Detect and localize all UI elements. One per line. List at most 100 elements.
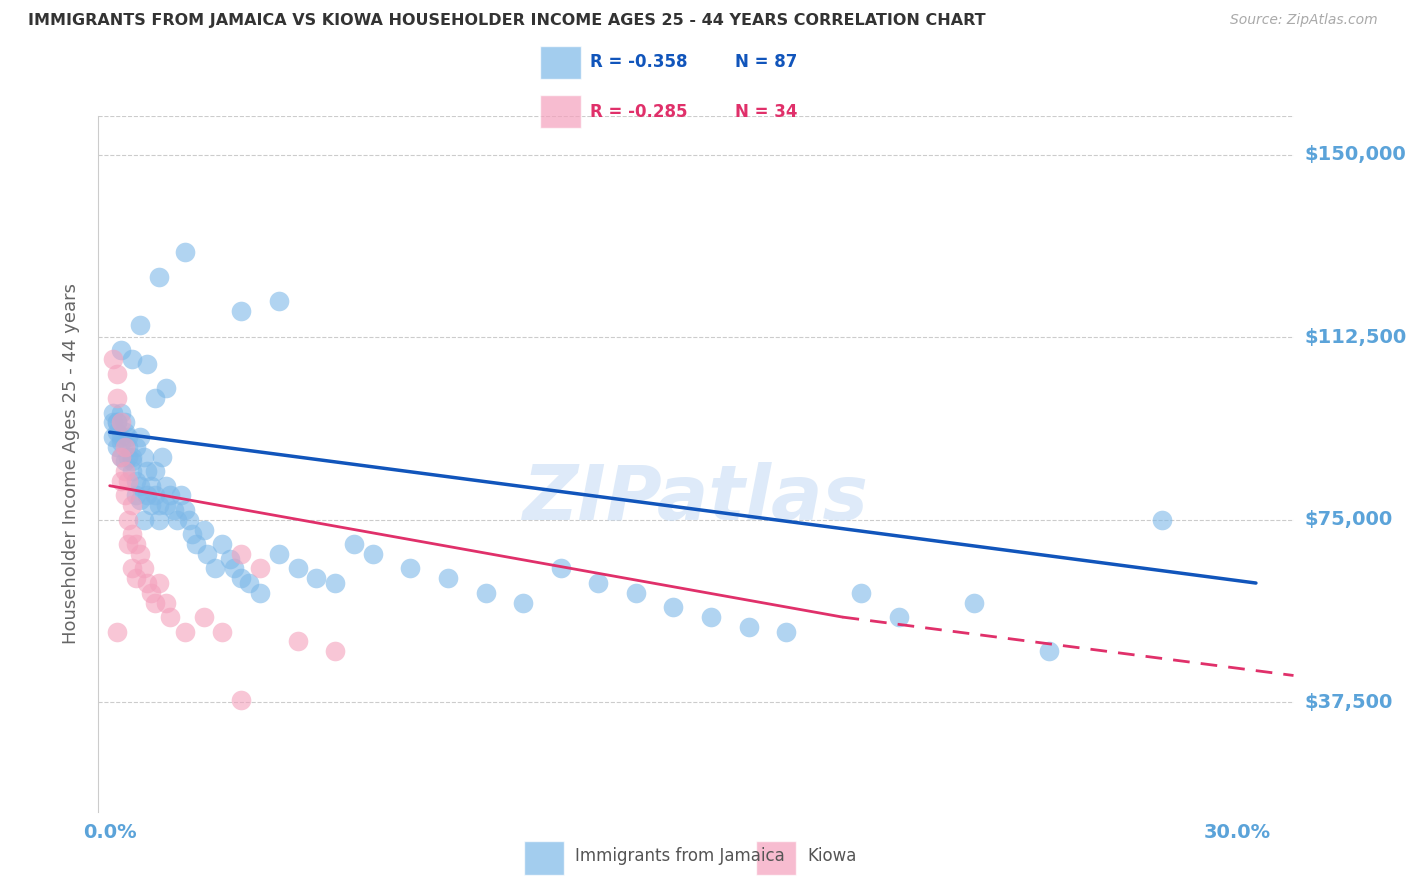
Point bbox=[132, 513, 155, 527]
Point bbox=[1150, 513, 1173, 527]
Point bbox=[700, 610, 723, 624]
Point bbox=[222, 561, 245, 575]
Point bbox=[148, 576, 170, 591]
Point bbox=[125, 440, 148, 454]
Point bbox=[136, 488, 159, 502]
Bar bbox=[540, 45, 581, 78]
Point bbox=[128, 493, 150, 508]
Bar bbox=[540, 95, 581, 128]
Point bbox=[155, 498, 177, 512]
Point bbox=[114, 425, 136, 440]
Bar bbox=[524, 840, 564, 875]
Point bbox=[211, 624, 233, 639]
Point bbox=[121, 450, 143, 464]
Point bbox=[184, 537, 207, 551]
Point bbox=[204, 561, 226, 575]
Point bbox=[155, 595, 177, 609]
Y-axis label: Householder Income Ages 25 - 44 years: Householder Income Ages 25 - 44 years bbox=[62, 284, 80, 644]
Point bbox=[105, 440, 128, 454]
Point bbox=[117, 440, 139, 454]
Point bbox=[132, 561, 155, 575]
Point bbox=[143, 595, 166, 609]
Point bbox=[148, 498, 170, 512]
Text: $37,500: $37,500 bbox=[1305, 693, 1393, 712]
Point bbox=[150, 450, 173, 464]
Point bbox=[238, 576, 260, 591]
Point bbox=[136, 576, 159, 591]
Point bbox=[105, 416, 128, 430]
Point bbox=[121, 498, 143, 512]
Point bbox=[162, 503, 184, 517]
Point bbox=[173, 624, 195, 639]
Point bbox=[121, 561, 143, 575]
Point bbox=[132, 450, 155, 464]
Point bbox=[155, 381, 177, 395]
Point bbox=[136, 357, 159, 371]
Point bbox=[117, 513, 139, 527]
Point bbox=[121, 464, 143, 478]
Point bbox=[624, 586, 647, 600]
Point bbox=[166, 513, 188, 527]
Point bbox=[267, 547, 290, 561]
Point bbox=[125, 474, 148, 488]
Point bbox=[139, 586, 162, 600]
Point bbox=[512, 595, 534, 609]
Point bbox=[105, 416, 128, 430]
Point bbox=[105, 624, 128, 639]
Text: $150,000: $150,000 bbox=[1305, 145, 1406, 164]
Point bbox=[159, 488, 181, 502]
Point bbox=[159, 610, 181, 624]
Point bbox=[103, 430, 125, 444]
Point bbox=[249, 561, 271, 575]
Point bbox=[125, 488, 148, 502]
Point bbox=[143, 488, 166, 502]
Point bbox=[231, 693, 253, 707]
Point bbox=[128, 430, 150, 444]
Point bbox=[148, 269, 170, 284]
Point bbox=[170, 488, 193, 502]
Text: $75,000: $75,000 bbox=[1305, 510, 1393, 529]
Point bbox=[437, 571, 460, 585]
Point bbox=[105, 367, 128, 381]
Point bbox=[110, 434, 132, 449]
Point bbox=[121, 527, 143, 541]
Point bbox=[399, 561, 422, 575]
Point bbox=[143, 464, 166, 478]
Point bbox=[361, 547, 384, 561]
Point bbox=[103, 416, 125, 430]
Point bbox=[148, 513, 170, 527]
Point bbox=[114, 416, 136, 430]
Point bbox=[173, 503, 195, 517]
Point bbox=[125, 537, 148, 551]
Point bbox=[287, 634, 309, 648]
Point bbox=[173, 245, 195, 260]
Point bbox=[287, 561, 309, 575]
Point bbox=[139, 498, 162, 512]
Point bbox=[121, 352, 143, 367]
Text: Immigrants from Jamaica: Immigrants from Jamaica bbox=[575, 847, 785, 865]
Point bbox=[110, 474, 132, 488]
Point bbox=[110, 343, 132, 357]
Point bbox=[211, 537, 233, 551]
Point bbox=[117, 537, 139, 551]
Text: N = 34: N = 34 bbox=[735, 103, 797, 120]
Point bbox=[963, 595, 986, 609]
Point bbox=[474, 586, 496, 600]
Point bbox=[1038, 644, 1060, 658]
Point bbox=[114, 440, 136, 454]
Point bbox=[550, 561, 572, 575]
Point bbox=[128, 547, 150, 561]
Point bbox=[103, 352, 125, 367]
Point bbox=[343, 537, 366, 551]
Point bbox=[143, 391, 166, 405]
Bar bbox=[756, 840, 796, 875]
Point bbox=[117, 450, 139, 464]
Point bbox=[128, 318, 150, 333]
Point bbox=[117, 474, 139, 488]
Point bbox=[193, 610, 215, 624]
Point bbox=[193, 523, 215, 537]
Point bbox=[121, 454, 143, 468]
Point bbox=[775, 624, 797, 639]
Text: R = -0.358: R = -0.358 bbox=[591, 54, 688, 71]
Point bbox=[114, 464, 136, 478]
